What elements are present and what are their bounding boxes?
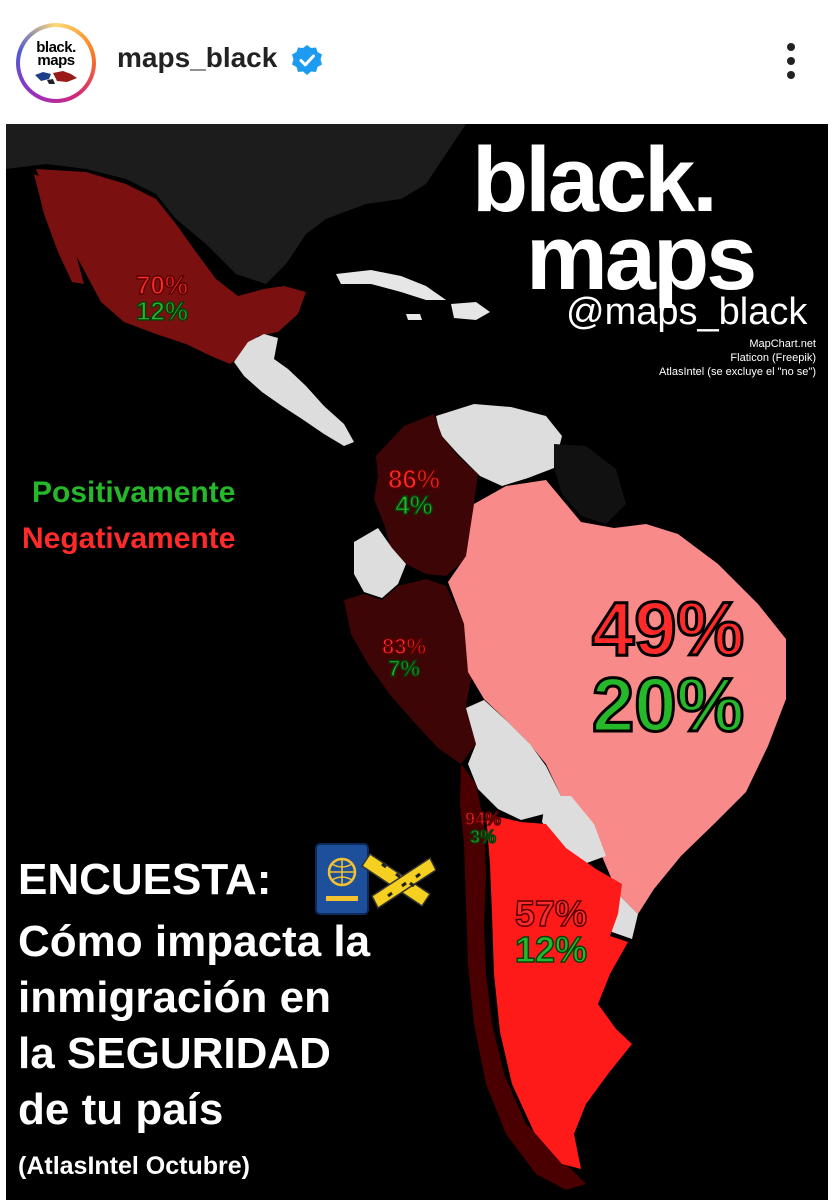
peru-positive-label: 7%: [387, 656, 420, 681]
peru-negative-label: 83%: [381, 634, 427, 659]
avatar-inner: black. maps: [20, 27, 92, 99]
survey-line-3: la SEGURIDAD: [18, 1029, 331, 1078]
mexico-labels: 70% 12%: [122, 270, 202, 326]
ecuador-region: [354, 528, 406, 598]
survey-title: ENCUESTA:: [18, 855, 272, 904]
colombia-negative-label: 86%: [387, 464, 441, 494]
brazil-region: [448, 480, 786, 914]
mexico-negative-label: 70%: [135, 270, 189, 300]
argentina-positive-label: 12%: [514, 929, 588, 970]
post-image[interactable]: black. maps @maps_black MapChart.net Fla…: [6, 124, 828, 1200]
credit-atlasintel: AtlasIntel (se excluye el "no se"): [659, 366, 816, 378]
venezuela-region: [436, 404, 562, 486]
argentina-negative-label: 57%: [514, 893, 588, 934]
survey-source: (AtlasIntel Octubre): [18, 1152, 250, 1180]
mexico-region: [36, 169, 306, 364]
survey-line-1: Cómo impacta la: [18, 917, 371, 966]
brand-handle: @maps_black: [566, 291, 808, 333]
mini-map-icon: [35, 71, 77, 84]
chile-region: [460, 764, 586, 1190]
colombia-region: [374, 414, 486, 576]
hispaniola-region: [451, 302, 490, 320]
cuba-region: [336, 270, 446, 300]
survey-line-2: inmigración en: [18, 973, 331, 1022]
guianas-region: [554, 444, 626, 524]
bolivia-region: [466, 700, 561, 820]
colombia-labels: 86% 4%: [376, 464, 452, 520]
usa-region: [6, 124, 466, 284]
argentina-labels: 57% 12%: [506, 893, 596, 970]
peru-region: [344, 579, 476, 764]
brazil-positive-label: 20%: [590, 663, 745, 748]
avatar[interactable]: black. maps: [16, 23, 96, 103]
latin-america-map: [6, 124, 786, 1190]
post-header: black. maps maps_black: [0, 0, 838, 122]
mexico-positive-label: 12%: [135, 296, 189, 326]
paraguay-region: [542, 796, 606, 864]
colombia-positive-label: 4%: [394, 490, 433, 520]
argentina-region: [486, 814, 632, 1169]
brand-line1: black.: [472, 129, 718, 231]
brazil-negative-label: 49%: [590, 587, 745, 672]
chile-labels: 94% 3%: [458, 809, 508, 847]
legend-negative: Negativamente: [22, 522, 236, 555]
brazil-labels: 49% 20%: [568, 587, 768, 748]
survey-line-4: de tu país: [18, 1085, 224, 1134]
chile-positive-label: 3%: [469, 827, 497, 847]
jamaica-region: [406, 314, 422, 320]
credit-mapchart: MapChart.net: [749, 338, 816, 350]
credit-flaticon: Flaticon (Freepik): [730, 352, 816, 364]
avatar-logo-line1: black.: [36, 39, 76, 56]
brand-line2: maps: [526, 207, 757, 309]
avatar-logo-text: black. maps: [36, 39, 76, 69]
passport-icon: [315, 843, 436, 915]
verified-badge-icon: [292, 45, 322, 75]
baja-region: [34, 174, 84, 284]
more-vertical-icon[interactable]: [776, 38, 806, 84]
username[interactable]: maps_black: [117, 42, 278, 73]
survey-body: Cómo impacta la inmigración en la SEGURI…: [18, 914, 488, 1138]
chile-negative-label: 94%: [464, 809, 502, 829]
peru-labels: 83% 7%: [372, 634, 436, 681]
legend-positive: Positivamente: [32, 476, 236, 509]
central-america-region: [234, 334, 354, 446]
avatar-logo-line2: maps: [37, 52, 75, 69]
